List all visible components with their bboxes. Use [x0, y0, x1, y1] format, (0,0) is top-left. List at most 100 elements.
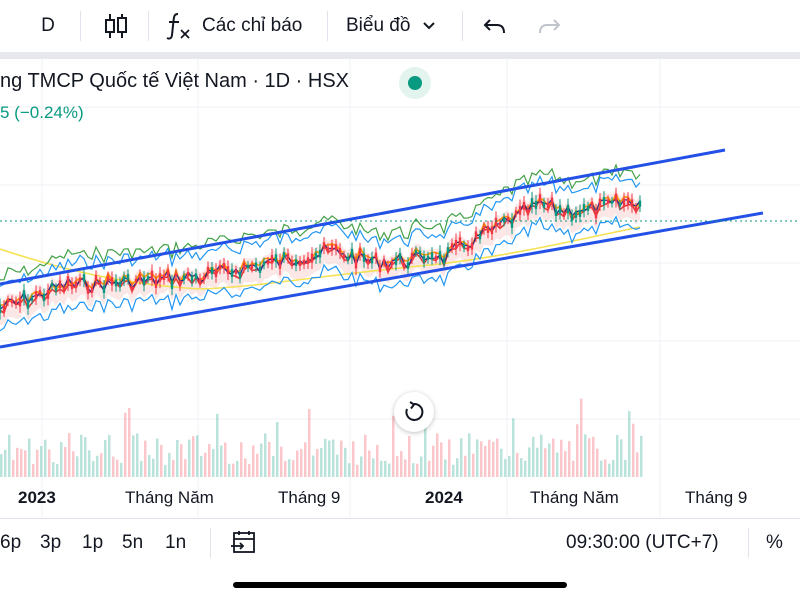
volume-bar: [604, 459, 607, 477]
candle: [434, 255, 438, 260]
candle: [102, 285, 106, 293]
volume-bar: [344, 447, 347, 477]
volume-bar: [404, 459, 407, 477]
candle: [422, 255, 426, 263]
volume-bar: [152, 458, 155, 477]
range-5d-button[interactable]: 5n: [122, 532, 144, 553]
candle: [182, 275, 186, 281]
candle: [462, 244, 466, 249]
volume-bar: [392, 415, 395, 477]
bottom-divider: [748, 528, 749, 558]
volume-bar: [4, 449, 7, 477]
x-axis-label: 2024: [425, 488, 463, 507]
candle: [286, 253, 290, 259]
range-6m-button[interactable]: 6p: [0, 532, 22, 553]
candle: [242, 263, 246, 269]
candle: [414, 249, 418, 254]
candle: [474, 231, 478, 238]
volume-bar: [236, 460, 239, 477]
candle: [166, 269, 170, 277]
volume-bar: [52, 462, 55, 477]
x-axis-label: Tháng 9: [685, 488, 748, 507]
chart-style-button[interactable]: [96, 0, 136, 52]
range-3m-button[interactable]: 3p: [40, 532, 62, 553]
candle: [222, 263, 226, 269]
volume-bar: [204, 452, 207, 477]
volume-bar: [560, 439, 563, 477]
volume-bar: [140, 460, 143, 477]
redo-button[interactable]: [532, 0, 566, 52]
candle: [178, 281, 182, 287]
volume-bar: [400, 451, 403, 477]
volume-bar: [240, 442, 243, 477]
percent-scale-button[interactable]: %: [766, 532, 783, 553]
volume-bar: [172, 459, 175, 477]
volume-bar: [260, 443, 263, 477]
volume-bar: [568, 441, 571, 477]
candle: [338, 248, 342, 255]
volume-bar: [336, 454, 339, 477]
volume-bar: [452, 464, 455, 477]
bollinger-upper: [0, 173, 641, 287]
interval-button[interactable]: D: [30, 0, 66, 52]
volume-bar: [564, 451, 567, 477]
undo-icon: [483, 19, 505, 34]
candle: [138, 274, 142, 280]
volume-bar: [484, 445, 487, 477]
candle: [154, 279, 158, 288]
candle: [106, 276, 110, 281]
undo-button[interactable]: [478, 0, 512, 52]
volume-bar: [88, 450, 91, 477]
volume-bar: [16, 447, 19, 477]
lagging-span: [0, 163, 641, 281]
chart-type-dropdown[interactable]: Biểu đồ: [346, 0, 446, 52]
candle: [194, 273, 198, 279]
volume-bar: [448, 439, 451, 477]
candle: [246, 264, 250, 269]
candle: [578, 209, 582, 217]
candle: [54, 287, 58, 292]
volume-bar: [48, 449, 51, 477]
volume-bar: [56, 464, 59, 477]
candle: [358, 248, 362, 256]
candle: [626, 197, 630, 205]
volume-bar: [536, 447, 539, 477]
volume-bar: [180, 444, 183, 477]
volume-bar: [384, 460, 387, 477]
volume-bar: [184, 459, 187, 477]
bottom-toolbar: [0, 518, 800, 571]
volume-bar: [100, 453, 103, 477]
candle: [2, 305, 6, 312]
goto-date-button[interactable]: [230, 530, 260, 558]
price-chart[interactable]: [0, 59, 800, 517]
range-1m-button[interactable]: 1p: [82, 532, 104, 553]
volume-bar: [168, 453, 171, 477]
candle: [366, 258, 370, 265]
volume-bar: [552, 438, 555, 477]
volume-bar: [412, 463, 415, 477]
timezone-button[interactable]: 09:30:00 (UTC+7): [566, 532, 719, 553]
indicators-button[interactable]: Các chỉ báo: [166, 0, 316, 52]
candle: [162, 274, 166, 281]
range-1d-button[interactable]: 1n: [165, 532, 187, 553]
volume-bar: [316, 449, 319, 477]
volume-bar: [160, 445, 163, 477]
volume-bar: [320, 447, 323, 477]
candle: [198, 278, 202, 284]
candle: [294, 259, 298, 267]
candle: [318, 249, 322, 258]
volume-bar: [348, 463, 351, 477]
candle: [310, 253, 314, 263]
candle: [86, 286, 90, 294]
candle: [470, 242, 474, 250]
volume-bar: [492, 441, 495, 477]
candle: [90, 287, 94, 293]
candle: [22, 290, 26, 300]
top-toolbar: D Các chỉ báo Biểu đồ: [0, 0, 800, 52]
chart-canvas[interactable]: [0, 59, 800, 517]
candle: [574, 211, 578, 218]
candle: [302, 259, 306, 265]
market-status[interactable]: [399, 67, 431, 99]
candle: [370, 256, 374, 264]
reset-chart-button[interactable]: [394, 392, 434, 432]
